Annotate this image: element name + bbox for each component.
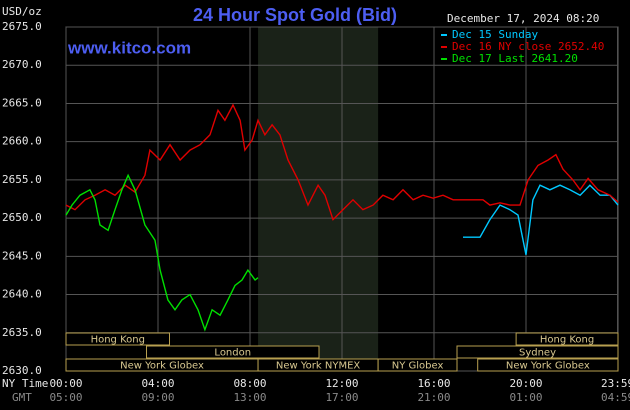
x2-tick-label: 04:59 [601,391,630,404]
x-tick-label: 20:00 [509,377,542,390]
y-tick-label: 2645.0 [2,249,42,262]
y-tick-label: 2640.0 [2,288,42,301]
session-label: London [214,348,251,359]
session-box [456,345,619,359]
session-label: New York NYMEX [276,361,361,372]
y-axis-label: USD/oz [2,5,42,18]
y-tick-label: 2665.0 [2,96,42,109]
chart-title: 24 Hour Spot Gold (Bid) [193,5,397,25]
y-tick-label: 2660.0 [2,135,42,148]
legend-label: Dec 16 NY close 2652.40 [452,40,604,53]
y-tick-label: 2655.0 [2,173,42,186]
plot-background [65,26,619,372]
highlight-band [258,27,379,371]
x2-tick-label: 01:00 [509,391,542,404]
session-label: Hong Kong [91,335,145,346]
session-label: Sydney [519,348,556,359]
session-label: New York Globex [506,361,590,372]
session-label: NY Globex [392,361,444,372]
x2-tick-label: 17:00 [325,391,358,404]
session-box [146,345,320,359]
session-box [477,358,619,372]
y-tick-label: 2670.0 [2,58,42,71]
legend-label: Dec 15 Sunday [452,28,538,41]
session-box [65,332,170,346]
timestamp: December 17, 2024 08:20 [447,12,599,25]
x2-tick-label: 05:00 [49,391,82,404]
x-tick-label: 00:00 [49,377,82,390]
watermark: www.kitco.com [67,38,191,57]
y-tick-label: 2675.0 [2,20,42,33]
y-tick-label: 2650.0 [2,211,42,224]
x-tick-label: 16:00 [417,377,450,390]
x2-tick-label: 13:00 [233,391,266,404]
x-tick-label: 12:00 [325,377,358,390]
x2-axis-label: GMT [12,391,32,404]
legend-label: Dec 17 Last 2641.20 [452,52,578,65]
y-tick-label: 2630.0 [2,364,42,377]
series-line [65,103,619,221]
x2-tick-label: 09:00 [141,391,174,404]
y-tick-label: 2635.0 [2,326,42,339]
series-line [463,184,619,255]
session-box [377,358,458,372]
x-axis-label: NY Time [2,377,48,390]
session-box [515,332,619,346]
session-label: New York Globex [120,361,204,372]
session-label: Hong Kong [540,335,594,346]
x-tick-label: 23:59 [601,377,630,390]
series-line [65,173,259,332]
x2-tick-label: 21:00 [417,391,450,404]
x-tick-label: 04:00 [141,377,174,390]
x-tick-label: 08:00 [233,377,266,390]
